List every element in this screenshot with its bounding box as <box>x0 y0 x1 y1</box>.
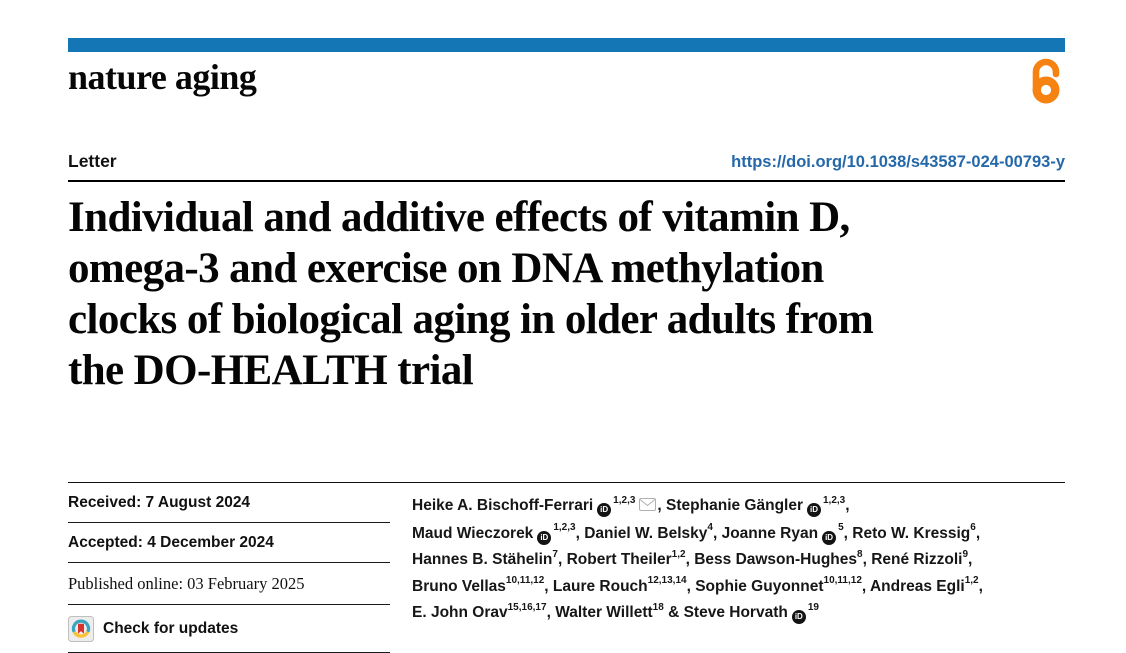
meta-section: Received: 7 August 2024 Accepted: 4 Dece… <box>68 482 1065 653</box>
affiliation-superscript: 10,11,12 <box>505 575 545 587</box>
affiliation-superscript: 6 <box>970 522 976 534</box>
author-name: Stephanie Gängler <box>666 497 803 514</box>
author-line: Heike A. Bischoff-Ferrari iD1,2,3, Stepha… <box>412 493 1065 521</box>
article-type-row: Letter https://doi.org/10.1038/s43587-02… <box>68 151 1065 172</box>
orcid-icon[interactable]: iD <box>791 610 806 625</box>
published-online-date: Published online: 03 February 2025 <box>68 562 390 604</box>
crossmark-icon <box>68 616 94 642</box>
author-line: E. John Orav15,16,17, Walter Willett18 &… <box>412 600 1065 627</box>
orcid-icon[interactable]: iD <box>537 530 552 545</box>
author-list: Heike A. Bischoff-Ferrari iD1,2,3, Stepha… <box>412 483 1065 653</box>
author-name: Bess Dawson-Hughes <box>694 551 857 568</box>
check-for-updates-label: Check for updates <box>103 620 239 637</box>
author-name: Joanne Ryan <box>721 524 819 542</box>
author-name: Andreas Egli <box>869 577 965 595</box>
author-name: Daniel W. Belsky <box>584 524 708 542</box>
affiliation-superscript: 4 <box>707 522 713 534</box>
affiliation-superscript: 10,11,12 <box>823 575 862 587</box>
affiliation-superscript: 1,2 <box>964 575 979 587</box>
author-name: Hannes B. Stähelin <box>412 551 553 568</box>
article-type-label: Letter <box>68 151 117 171</box>
masthead: nature aging <box>68 55 1065 107</box>
author-name: Reto W. Kressig <box>852 524 971 542</box>
author-line: Maud Wieczorek iD1,2,3, Daniel W. Belsky4… <box>412 521 1065 548</box>
open-access-icon <box>1032 58 1060 104</box>
affiliation-superscript: 15,16,17 <box>507 601 547 613</box>
affiliation-superscript: 1,2,3 <box>553 522 576 534</box>
affiliation-superscript: 18 <box>652 601 664 613</box>
author-name: Maud Wieczorek <box>412 524 534 542</box>
author-name: Bruno Vellas <box>412 577 506 595</box>
author-line: Bruno Vellas10,11,12, Laure Rouch12,13,1… <box>412 575 983 595</box>
received-date: Received: 7 August 2024 <box>68 494 251 511</box>
header-rule <box>68 180 1065 182</box>
affiliation-superscript: 5 <box>838 522 844 534</box>
affiliation-superscript: 19 <box>807 601 819 613</box>
check-for-updates-button[interactable]: Check for updates <box>68 604 390 653</box>
author-line: Hannes B. Stähelin7, Robert Theiler1,2, … <box>412 548 973 568</box>
affiliation-superscript: 1,2,3 <box>613 494 636 506</box>
affiliation-superscript: 12,13,14 <box>647 575 687 587</box>
affiliation-superscript: 9 <box>962 548 969 560</box>
affiliation-superscript: 1,2,3 <box>823 494 846 506</box>
author-name: Laure Rouch <box>552 577 648 595</box>
author-name: René Rizzoli <box>871 551 963 568</box>
affiliation-superscript: 7 <box>552 548 558 560</box>
accepted-date: Accepted: 4 December 2024 <box>68 522 390 562</box>
author-name: Walter Willett <box>555 604 653 621</box>
doi-link[interactable]: https://doi.org/10.1038/s43587-024-00793… <box>731 153 1065 171</box>
journal-accent-bar <box>68 38 1065 52</box>
orcid-icon[interactable]: iD <box>807 503 821 518</box>
affiliation-superscript: 8 <box>857 548 863 560</box>
article-history: Received: 7 August 2024 Accepted: 4 Dece… <box>68 483 390 653</box>
journal-name: nature aging <box>68 57 257 97</box>
orcid-icon[interactable]: iD <box>822 530 837 545</box>
affiliation-superscript: 1,2 <box>671 548 686 560</box>
author-name: Robert Theiler <box>566 551 672 568</box>
email-icon[interactable] <box>639 494 657 521</box>
author-name: Steve Horvath <box>683 604 788 621</box>
orcid-icon[interactable]: iD <box>597 503 612 518</box>
author-name: E. John Orav <box>412 604 508 621</box>
author-name: Heike A. Bischoff-Ferrari <box>412 497 594 514</box>
article-title: Individual and additive effects of vitam… <box>68 194 874 394</box>
author-name: Sophie Guyonnet <box>695 577 824 595</box>
